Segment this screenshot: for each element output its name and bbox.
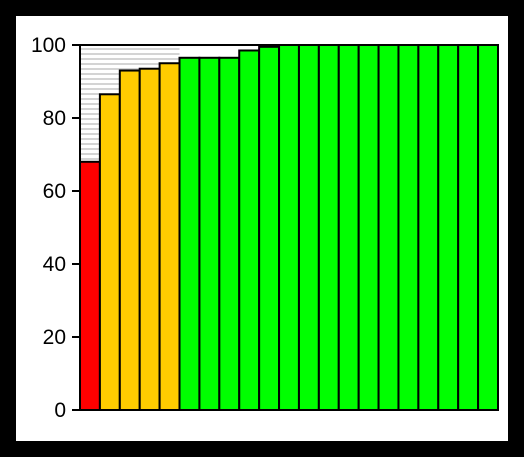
bar — [259, 47, 279, 410]
bar — [239, 50, 259, 410]
bar — [398, 45, 418, 410]
y-axis: 0 20 40 60 80 100 — [31, 34, 80, 422]
y-tick-label: 20 — [43, 326, 66, 349]
bar — [478, 45, 498, 410]
bar — [180, 58, 200, 410]
bar — [379, 45, 399, 410]
bar — [199, 58, 219, 410]
bar — [100, 94, 120, 410]
bar — [438, 45, 458, 410]
bar — [80, 162, 100, 410]
bar — [279, 45, 299, 410]
bar — [160, 63, 180, 410]
bar — [319, 45, 339, 410]
bar — [219, 58, 239, 410]
bar — [120, 71, 140, 410]
y-tick-label: 60 — [43, 180, 66, 203]
y-tick-label: 40 — [43, 253, 66, 276]
bar — [359, 45, 379, 410]
y-tick-label: 100 — [31, 34, 66, 57]
bar — [458, 45, 478, 410]
bar — [140, 69, 160, 410]
bar — [299, 45, 319, 410]
bar — [339, 45, 359, 410]
bars — [80, 45, 498, 410]
y-tick-label: 80 — [43, 107, 66, 130]
y-tick-label: 0 — [54, 399, 66, 422]
bar — [418, 45, 438, 410]
